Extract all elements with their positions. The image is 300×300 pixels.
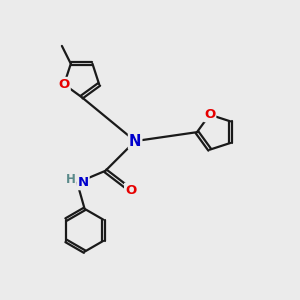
Text: O: O <box>125 184 136 196</box>
Text: O: O <box>58 78 70 91</box>
Text: H: H <box>66 172 76 186</box>
Text: O: O <box>204 108 215 121</box>
Text: N: N <box>78 176 89 189</box>
Text: N: N <box>129 134 141 148</box>
